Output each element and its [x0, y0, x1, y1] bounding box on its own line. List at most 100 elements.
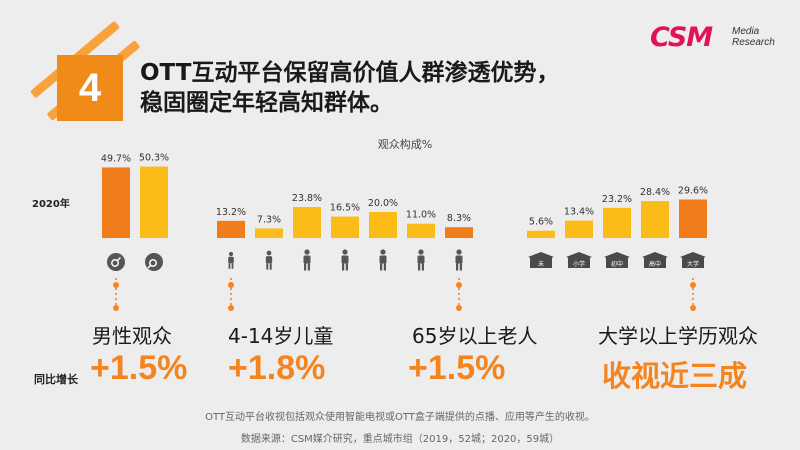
- person-leg-icon: [459, 263, 462, 271]
- person-body-icon: [303, 255, 311, 264]
- connector-dot-bottom-1: [228, 305, 234, 311]
- person-elder-icon: [456, 249, 462, 255]
- growth-label: 同比增长: [34, 373, 78, 386]
- year-label: 2020年: [32, 199, 70, 210]
- person-leg-icon: [345, 263, 348, 271]
- grad-cap-base-icon: [682, 258, 704, 268]
- person-leg-icon: [307, 263, 310, 271]
- footnote: OTT互动平台收视包括观众使用智能电视或OTT盒子端提供的点播、应用等产生的收视…: [205, 412, 595, 423]
- caption-elderly: 65岁以上老人: [412, 324, 538, 348]
- grad-cap-base-icon: [568, 258, 590, 268]
- grad-cap-base-icon: [530, 258, 552, 268]
- data-label-education-2: 23.2%: [602, 194, 632, 205]
- connector-dot-bottom-3: [690, 305, 696, 311]
- grad-cap-base-icon: [606, 258, 628, 268]
- connector-dot-bottom-0: [113, 305, 119, 311]
- person-adult-icon: [342, 249, 348, 255]
- person-leg-icon: [304, 263, 307, 271]
- bar-education-3: [641, 201, 669, 238]
- data-label-education-1: 13.4%: [564, 207, 594, 218]
- data-label-gender-1: 50.3%: [139, 153, 169, 164]
- connector-dot-bottom-2: [456, 305, 462, 311]
- bar-gender-1: [140, 166, 168, 238]
- logo-sub-2: Research: [732, 37, 775, 48]
- value-male-growth: +1.5%: [90, 349, 188, 387]
- value-elderly-growth: +1.5%: [408, 349, 506, 387]
- grad-cap-label-1: 小学: [573, 260, 585, 268]
- bar-age-4: [369, 212, 397, 238]
- male-arrow-icon: [116, 256, 122, 262]
- female-cross-icon: [147, 264, 152, 269]
- person-senior-icon: [418, 249, 424, 255]
- data-label-education-3: 28.4%: [640, 187, 670, 198]
- bar-age-3: [331, 216, 359, 238]
- male-symbol-glyph-ring: [111, 259, 119, 267]
- data-label-age-3: 16.5%: [330, 203, 360, 214]
- headline: OTT互动平台保留高价值人群渗透优势， 稳固圈定年轻高知群体。: [140, 58, 559, 118]
- person-child-icon: [228, 251, 234, 257]
- bar-age-1: [255, 228, 283, 238]
- connector-dot-top-1: [228, 282, 234, 288]
- grad-cap-label-0: 未: [538, 260, 544, 268]
- caption-university: 大学以上学历观众: [598, 324, 758, 348]
- logo-brand: CSM: [650, 22, 713, 53]
- value-university-share: 收视近三成: [602, 359, 748, 393]
- person-leg-icon: [231, 263, 234, 269]
- connector-dot-top-2: [456, 282, 462, 288]
- male-symbol-icon: [107, 253, 125, 271]
- chart-title: 观众构成%: [377, 138, 433, 151]
- person-leg-icon: [342, 263, 345, 271]
- source-note: 数据来源：CSM媒介研究，重点城市组（2019，52城；2020，59城）: [240, 434, 560, 445]
- caption-children: 4-14岁儿童: [228, 324, 334, 348]
- person-leg-icon: [418, 263, 421, 271]
- grad-cap-label-4: 大学: [687, 260, 699, 268]
- person-body-icon: [417, 255, 425, 264]
- person-adult-icon: [304, 249, 310, 255]
- person-body-icon: [379, 255, 387, 264]
- data-label-age-5: 11.0%: [406, 210, 436, 221]
- bar-age-0: [217, 220, 245, 238]
- logo-sub-1: Media: [732, 26, 760, 37]
- person-teen-icon: [266, 250, 272, 256]
- grad-cap-label-2: 初中: [611, 260, 623, 268]
- person-leg-icon: [383, 263, 386, 271]
- bar-education-0: [527, 230, 555, 238]
- person-leg-icon: [269, 263, 272, 270]
- bar-age-2: [293, 207, 321, 238]
- person-adult-icon: [380, 249, 386, 255]
- female-symbol-glyph-ring: [149, 259, 157, 267]
- person-body-icon: [455, 255, 463, 264]
- person-leg-icon: [456, 263, 459, 271]
- bar-education-2: [603, 207, 631, 238]
- data-label-age-4: 20.0%: [368, 198, 398, 209]
- bar-education-1: [565, 220, 593, 238]
- person-leg-icon: [266, 263, 269, 270]
- data-label-education-0: 5.6%: [529, 217, 553, 228]
- value-children-growth: +1.8%: [228, 349, 326, 387]
- connector-dot-top-0: [113, 282, 119, 288]
- logo-subtitle: Media Research: [732, 26, 775, 48]
- slide-number-badge: 4: [57, 55, 123, 121]
- data-label-age-6: 8.3%: [447, 213, 471, 224]
- person-leg-icon: [228, 263, 231, 269]
- bar-age-5: [407, 223, 435, 238]
- grad-cap-base-icon: [644, 258, 666, 268]
- connector-dot-top-3: [690, 282, 696, 288]
- grad-cap-label-3: 高中: [649, 260, 661, 268]
- caption-male: 男性观众: [92, 324, 172, 348]
- bar-age-6: [445, 227, 473, 238]
- person-body-icon: [265, 256, 273, 264]
- bar-gender-0: [102, 167, 130, 238]
- data-label-age-0: 13.2%: [216, 207, 246, 218]
- person-body-icon: [341, 255, 349, 264]
- female-symbol-icon: [145, 253, 163, 271]
- headline-line-1: OTT互动平台保留高价值人群渗透优势，: [140, 60, 560, 86]
- person-body-icon: [228, 256, 234, 264]
- data-label-gender-0: 49.7%: [101, 153, 131, 164]
- data-label-education-4: 29.6%: [678, 186, 708, 197]
- person-leg-icon: [421, 263, 424, 271]
- headline-line-2: 稳固圈定年轻高知群体。: [140, 90, 393, 116]
- data-label-age-2: 23.8%: [292, 193, 322, 204]
- bar-education-4: [679, 199, 707, 238]
